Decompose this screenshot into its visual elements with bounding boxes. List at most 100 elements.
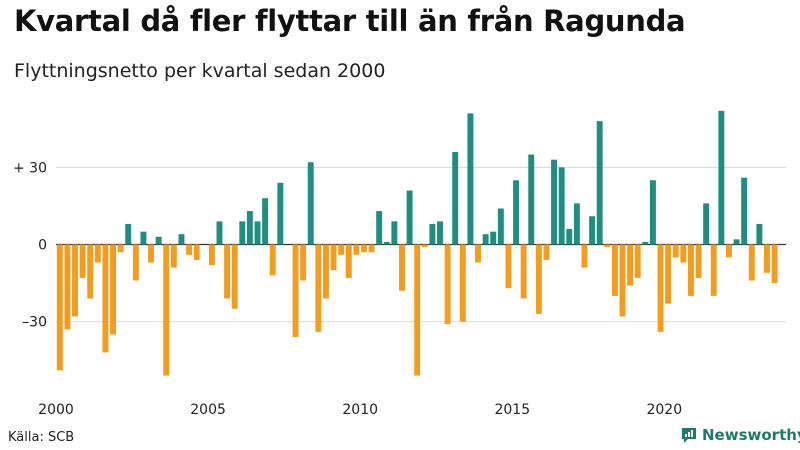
bar [695, 244, 702, 278]
bar [155, 236, 162, 245]
y-tick-label: –30 [22, 315, 47, 331]
bar [292, 244, 299, 338]
bar [72, 244, 78, 317]
chart-subtitle: Flyttningsnetto per kvartal sedan 2000 [14, 60, 386, 82]
bar [125, 223, 132, 245]
bar [368, 244, 375, 253]
bar [687, 244, 694, 296]
bar [391, 221, 398, 245]
bar [748, 244, 755, 281]
bar [170, 244, 177, 268]
bar [437, 221, 443, 245]
bar [703, 203, 710, 245]
bar [642, 241, 649, 245]
bar [513, 180, 520, 245]
source-note: Källa: SCB [8, 430, 75, 445]
bar [467, 113, 474, 245]
bar [726, 244, 732, 258]
bar [246, 211, 253, 245]
bar [208, 244, 215, 266]
bar [490, 231, 497, 245]
bar [94, 244, 101, 263]
bar [383, 241, 390, 245]
bar [535, 244, 542, 314]
bar [741, 177, 748, 245]
bar [140, 231, 147, 245]
y-tick-label: 0 [38, 238, 47, 254]
bar [649, 180, 656, 245]
bar [300, 244, 307, 281]
bar [444, 244, 451, 325]
bar [543, 244, 550, 260]
bar [277, 182, 284, 245]
bar [505, 244, 512, 289]
bar [657, 244, 664, 332]
bar [551, 159, 558, 245]
chart-title: Kvartal då fler flyttar till än från Rag… [14, 4, 686, 38]
bar [771, 244, 778, 284]
bar [322, 244, 329, 299]
bar [611, 244, 618, 296]
newsworthy-logo: Newsworthy [680, 426, 800, 444]
y-tick-label: + 30 [13, 160, 47, 176]
bar [452, 151, 459, 245]
bar [269, 244, 276, 276]
bar [566, 229, 573, 245]
bar [528, 154, 535, 245]
bar [581, 244, 588, 268]
bar [710, 244, 717, 296]
bar [163, 244, 170, 376]
bars [56, 110, 778, 376]
x-tick-label: 2005 [190, 402, 226, 418]
bar [459, 244, 466, 322]
bar [315, 244, 322, 332]
bar [224, 244, 231, 299]
bar [338, 244, 345, 255]
bar [421, 244, 428, 248]
bar [262, 198, 269, 245]
bar [619, 244, 626, 317]
bar [589, 216, 596, 245]
bar-chart: + 30 0 –30 2000 2005 2010 2015 2020 [13, 110, 786, 418]
bar [475, 244, 481, 263]
bar [64, 244, 71, 330]
bar [573, 203, 580, 245]
bar [596, 121, 603, 245]
bar [482, 234, 489, 245]
bar [604, 244, 611, 248]
bar [634, 244, 641, 278]
bar [756, 223, 763, 245]
x-tick-label: 2015 [494, 402, 530, 418]
bar [353, 244, 360, 255]
bar [414, 244, 421, 376]
bar [110, 244, 116, 335]
bar [429, 223, 436, 245]
bar [178, 234, 185, 245]
bar [117, 244, 124, 253]
bar [307, 162, 314, 245]
axis-labels: + 30 0 –30 2000 2005 2010 2015 2020 [13, 160, 682, 418]
bar [497, 208, 504, 245]
bar [406, 190, 413, 245]
bar [520, 244, 527, 299]
bar [680, 244, 687, 263]
bar [672, 244, 679, 258]
bar [148, 244, 155, 263]
bar [102, 244, 109, 353]
bar [239, 221, 246, 245]
bar [193, 244, 200, 260]
x-tick-label: 2020 [646, 402, 682, 418]
bar [254, 221, 261, 245]
bar [186, 244, 193, 255]
x-tick-label: 2000 [38, 402, 74, 418]
bar [764, 244, 770, 273]
bar [665, 244, 672, 304]
chart-bubble-icon [682, 428, 696, 443]
bar [718, 110, 725, 245]
bar [345, 244, 352, 278]
bar [627, 244, 634, 286]
bar [558, 167, 565, 245]
bar [132, 244, 139, 281]
bar [361, 244, 367, 253]
brand-name: Newsworthy [702, 426, 800, 444]
